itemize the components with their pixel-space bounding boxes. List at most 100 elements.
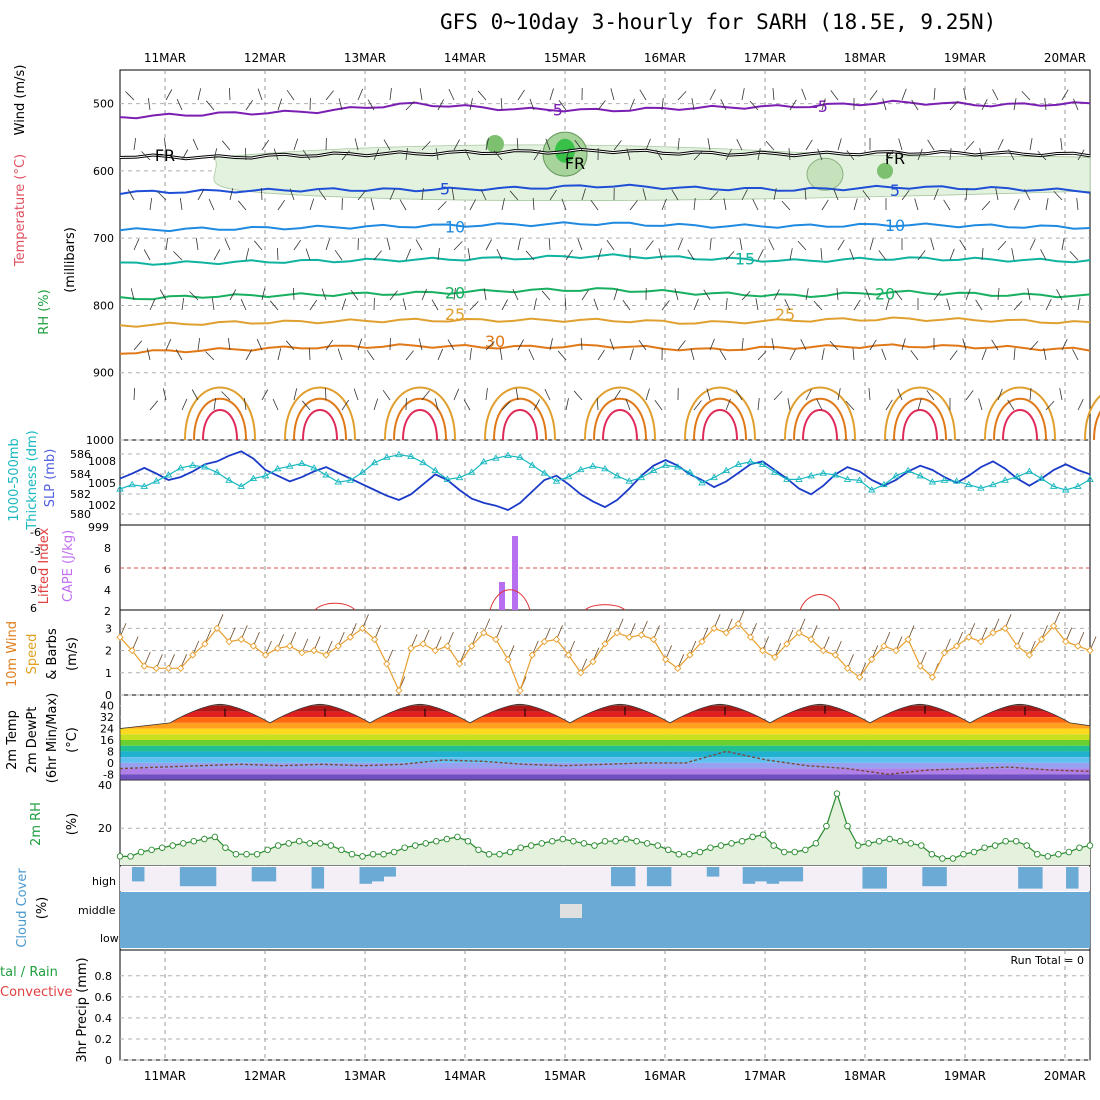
wind-barb (897, 388, 903, 401)
rh-marker (1012, 837, 1020, 845)
ylabel-2mdewpt: 2m DewPt (25, 707, 40, 774)
wind10-marker (201, 640, 209, 648)
wind-barb (719, 349, 727, 361)
thickness-marker (419, 458, 427, 466)
wind-barb (253, 240, 263, 251)
wind-barb (781, 200, 791, 211)
wind-barb (720, 99, 727, 111)
wind-barb (613, 288, 618, 301)
wind10-marker (383, 660, 391, 668)
wind-barb (334, 249, 343, 261)
wind-barb (213, 398, 217, 411)
wind-barb (845, 400, 855, 411)
panel-frame-precip (119, 949, 1091, 1061)
wind-barb (965, 188, 968, 201)
wind10-marker (443, 642, 452, 650)
rh-marker (1055, 850, 1062, 858)
wind-barb (1013, 199, 1020, 211)
wind10-marker (746, 633, 755, 641)
wind-barb (642, 188, 647, 201)
ylabel-slp: SLP (mb) (43, 449, 58, 508)
warm-loop (984, 386, 1056, 441)
wind-barb (435, 148, 439, 161)
wind-barb (773, 390, 783, 401)
wind-barb (597, 248, 602, 261)
rh-marker (780, 848, 788, 856)
wind10-marker (674, 664, 682, 672)
temp-band (120, 728, 1090, 735)
rh-marker (770, 842, 777, 849)
li-tick: 0 (30, 564, 37, 577)
thickness-marker (164, 471, 173, 478)
cape-tick: 6 (104, 563, 111, 576)
wind-barb (133, 340, 143, 351)
wind-barb (577, 238, 583, 251)
wind-barb (308, 347, 311, 361)
wind10-marker (322, 651, 330, 659)
wind-barb (821, 199, 829, 211)
thickness-marker (940, 476, 949, 483)
rh-marker (433, 837, 440, 845)
ylabel-cape: CAPE (J/kg) (61, 530, 76, 602)
date-label-bottom: 16MAR (644, 1069, 686, 1083)
rh-marker (654, 842, 661, 849)
date-label-bottom: 14MAR (444, 1069, 486, 1083)
wind-barb (741, 189, 748, 201)
wind-barb (357, 338, 363, 351)
wind-barb (629, 98, 635, 111)
thickness-marker (867, 486, 876, 493)
wind-barb (191, 389, 199, 401)
wind-barb (544, 388, 551, 401)
cloud-high-bar (622, 867, 636, 887)
rh-marker (454, 833, 461, 841)
rh-marker (591, 842, 598, 849)
wind-barb (1053, 190, 1063, 201)
thickness-marker (783, 475, 791, 482)
isotherm-5 (119, 183, 1091, 195)
wind-barb (693, 400, 702, 411)
wind-barb (741, 290, 751, 301)
thickness-marker (479, 457, 488, 465)
isotherm-label: 25 (445, 305, 465, 324)
wind-barb (997, 388, 1003, 401)
wind-barb (405, 101, 415, 111)
wind-barb (208, 198, 215, 211)
wind-barb (181, 149, 189, 161)
wind-barb (277, 348, 282, 361)
wind-barb (757, 148, 761, 161)
wind10-marker (116, 633, 124, 641)
wind-barb (709, 238, 712, 251)
wind-barb (927, 139, 935, 151)
wind-barb (405, 148, 408, 161)
wind-barb (837, 138, 842, 151)
rh-marker (264, 846, 271, 854)
wind-barb (789, 349, 796, 361)
warm-loop (593, 397, 647, 441)
rh-marker (211, 833, 219, 841)
ylabel-cloudpct: (%) (35, 897, 50, 920)
cloud-high-bar (1018, 867, 1031, 889)
wind-barb (261, 139, 270, 151)
wind-barb (229, 188, 234, 201)
rh-marker (232, 850, 240, 858)
wind-barb (789, 99, 797, 111)
date-label-top: 15MAR (544, 51, 586, 65)
wind-barb (1007, 399, 1015, 411)
rh-panel (116, 790, 1094, 865)
wind-barb (197, 88, 202, 101)
date-label-top: 12MAR (244, 51, 286, 65)
wind-barb (325, 339, 334, 351)
wind10-marker (152, 664, 161, 672)
wind-barb (917, 250, 926, 261)
wind-barb (528, 348, 535, 361)
wind10-marker (286, 642, 294, 650)
wind10-marker (140, 662, 148, 670)
wind10-marker (940, 649, 949, 657)
wind-barb (1011, 248, 1015, 261)
ylabel-barbs: & Barbs (45, 628, 60, 680)
li-bump (489, 589, 531, 611)
rh-marker (717, 842, 725, 849)
ylabel-cloud: Cloud Cover (15, 868, 30, 948)
rh-marker (918, 842, 925, 849)
wind-barb (309, 299, 318, 311)
